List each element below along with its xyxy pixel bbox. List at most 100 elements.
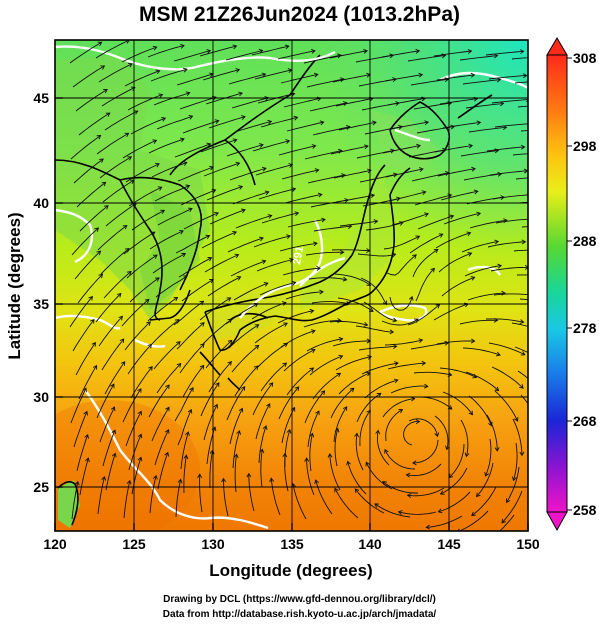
streamline [97,225,128,251]
streamline-arrowhead [310,48,316,54]
streamline-arrowhead [315,410,320,416]
streamline [156,363,182,394]
wind-streamlines [69,40,528,531]
streamline [304,390,325,424]
streamline-arrowhead [471,166,476,172]
streamline-arrowhead [120,361,126,366]
streamline-arrowhead [430,267,435,273]
streamline-arrowhead [392,317,398,323]
streamline-arrowhead [372,120,377,126]
streamline [471,486,497,516]
streamline-arrowhead [233,453,239,459]
streamline-arrowhead [521,239,527,245]
streamline [251,302,287,320]
streamline [131,457,142,495]
streamline [493,293,528,296]
streamline-arrowhead [207,257,213,262]
streamline-arrowhead [309,308,315,314]
streamline [260,362,287,392]
streamline-arrowhead [92,364,98,370]
streamline [391,213,429,226]
streamline [126,254,158,279]
streamline [435,232,471,249]
streamline-arrowhead [152,139,158,144]
streamline [382,398,415,418]
streamline [330,145,369,155]
streamline [462,79,501,85]
x-tick-label: 150 [516,536,540,552]
streamline-arrowhead [176,341,181,346]
streamline [308,277,347,281]
streamline [335,356,372,371]
streamline [124,70,160,87]
streamline-arrowhead [336,372,342,378]
streamline [519,298,528,301]
streamline [252,382,274,416]
colorbar-label: 308 [573,50,597,66]
streamline [200,382,220,417]
streamline [255,403,271,440]
streamline-arrowhead [342,101,348,106]
streamline [252,140,290,152]
streamline [157,208,193,226]
streamline-arrowhead [434,432,440,438]
streamline [410,342,449,350]
streamline [441,276,475,297]
streamline [292,483,307,520]
streamline-arrowhead [319,120,325,126]
streamline-arrowhead [100,65,106,70]
streamline [413,371,452,376]
streamline-arrowhead [473,189,479,195]
streamline-arrowhead [232,138,238,143]
streamline-arrowhead [91,341,96,347]
streamline [121,46,157,63]
streamline [359,410,371,447]
streamline [461,240,499,253]
streamline-arrowhead [367,168,372,174]
streamline-arrowhead [200,343,205,348]
streamline-arrowhead [467,48,473,54]
streamline-arrowhead [232,230,238,236]
streamline-arrowhead [182,161,188,166]
streamline [200,139,237,153]
grid-lines [55,40,528,531]
streamline-arrowhead [176,362,182,368]
streamline [516,274,528,276]
y-tick-label: 30 [33,389,49,405]
streamline [122,388,142,423]
streamline-arrowhead [185,431,190,437]
streamline [74,250,101,280]
streamline [149,475,157,514]
streamline [406,463,442,477]
streamline-arrowhead [334,487,339,493]
streamline [209,450,214,489]
streamline-arrowhead [416,143,421,149]
streamline [333,406,348,443]
streamline-arrowhead [425,524,431,530]
streamline [331,249,370,252]
streamline [365,222,404,231]
streamline [403,421,420,446]
streamline-arrowhead [415,419,421,425]
streamline [278,145,316,156]
streamline-arrowhead [152,45,158,51]
streamline-arrowhead [187,408,193,414]
streamline [485,438,492,477]
x-tick-labels: 120 125 130 135 140 145 150 [43,536,540,552]
streamline [303,320,341,328]
streamline [228,73,266,85]
streamline-arrowhead [439,490,445,495]
streamline-arrowhead [254,344,260,350]
streamline [231,345,259,373]
streamline [258,425,267,464]
streamline-arrowhead [146,321,151,326]
streamline [253,235,291,248]
streamline-arrowhead [376,392,382,398]
streamline [486,414,498,451]
streamline [225,303,259,325]
streamline-arrowhead [393,378,399,384]
streamline [365,462,393,490]
streamline [157,452,169,490]
streamline [388,191,426,202]
coastlines [55,54,493,526]
